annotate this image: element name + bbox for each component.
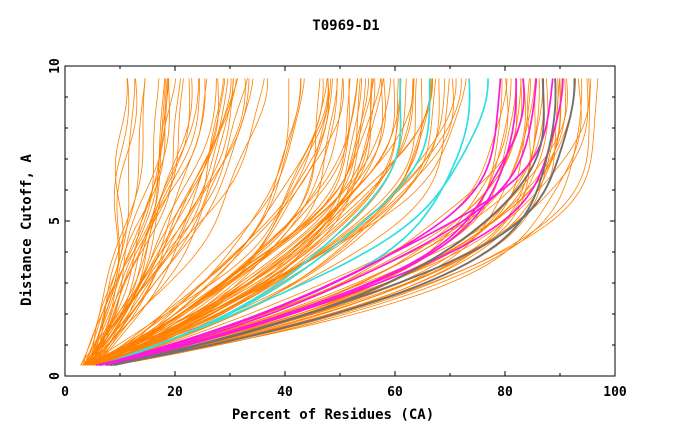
orange-model-curve xyxy=(99,78,434,366)
cyan-model-curve xyxy=(102,78,431,366)
orange-model-curve xyxy=(88,78,224,366)
orange-model-curve xyxy=(89,78,467,366)
x-tick-label: 20 xyxy=(167,385,183,400)
orange-model-curve xyxy=(80,78,146,366)
y-tick-label: 10 xyxy=(48,58,63,74)
orange-model-curve xyxy=(84,78,219,366)
orange-model-curve xyxy=(81,78,362,366)
orange-model-curve xyxy=(82,78,361,366)
orange-model-curve xyxy=(87,78,199,366)
chart-title: T0969-D1 xyxy=(312,18,379,34)
orange-model-curve xyxy=(106,78,592,366)
orange-model-curve xyxy=(82,78,138,366)
orange-model-curve xyxy=(103,78,351,366)
y-axis-label: Distance Cutoff, A xyxy=(19,154,35,306)
magenta-model-curve xyxy=(99,78,554,366)
orange-model-curve xyxy=(103,78,415,366)
orange-model-curve xyxy=(85,78,160,366)
orange-model-curve xyxy=(110,78,540,366)
orange-model-curve xyxy=(104,78,395,366)
orange-model-curve xyxy=(97,78,250,366)
gray-model-curve xyxy=(110,78,576,367)
orange-model-curve xyxy=(96,78,544,366)
y-tick-label: 5 xyxy=(48,217,63,225)
magenta-model-curve xyxy=(106,78,564,366)
x-axis-label: Percent of Residues (CA) xyxy=(232,407,434,423)
x-tick-label: 100 xyxy=(603,385,627,400)
orange-model-curve xyxy=(93,78,234,366)
orange-model-curve xyxy=(109,78,503,366)
orange-model-curve xyxy=(89,78,414,366)
orange-model-curve xyxy=(85,78,229,366)
orange-model-curve xyxy=(94,78,302,366)
orange-model-curve xyxy=(99,78,384,366)
y-tick-label: 0 xyxy=(48,372,63,380)
orange-model-curve xyxy=(99,78,375,366)
orange-model-curve xyxy=(108,78,399,366)
orange-model-curve xyxy=(105,78,305,366)
orange-model-curve xyxy=(91,78,234,366)
orange-model-curve xyxy=(91,78,165,366)
magenta-model-curve xyxy=(99,78,502,366)
orange-model-curve xyxy=(95,78,238,366)
orange-model-curve xyxy=(93,78,200,366)
orange-model-curve xyxy=(91,78,434,366)
x-tick-label: 0 xyxy=(61,385,69,400)
orange-model-curve xyxy=(88,78,269,366)
orange-model-curve xyxy=(86,78,417,366)
orange-model-curve xyxy=(92,78,450,366)
orange-model-curve xyxy=(102,78,446,366)
orange-model-curve xyxy=(96,78,248,366)
x-tick-label: 40 xyxy=(277,385,293,400)
orange-model-curve xyxy=(94,78,146,366)
orange-model-curve xyxy=(85,78,329,366)
orange-model-curve xyxy=(114,78,583,366)
x-tick-label: 80 xyxy=(497,385,513,400)
orange-model-curve xyxy=(101,78,382,366)
orange-model-curve xyxy=(90,78,181,366)
cyan-model-curve xyxy=(99,78,489,366)
orange-model-curve xyxy=(83,78,265,366)
orange-model-curve xyxy=(97,78,301,366)
orange-model-curve xyxy=(88,78,391,366)
curves-layer xyxy=(80,78,599,367)
orange-model-curve xyxy=(83,78,176,366)
orange-model-curve xyxy=(102,78,333,366)
orange-model-curve xyxy=(96,78,433,366)
magenta-model-curve xyxy=(106,78,525,366)
orange-model-curve xyxy=(82,78,232,366)
orange-model-curve xyxy=(83,78,166,366)
magenta-model-curve xyxy=(105,78,538,366)
orange-model-curve xyxy=(108,78,387,366)
orange-model-curve xyxy=(80,78,237,366)
orange-model-curve xyxy=(87,78,193,366)
x-tick-label: 60 xyxy=(387,385,403,400)
orange-model-curve xyxy=(102,78,582,366)
tick-layer: 0 20 40 60 80 100 0 5 10 xyxy=(48,58,627,400)
orange-model-curve xyxy=(92,78,136,366)
